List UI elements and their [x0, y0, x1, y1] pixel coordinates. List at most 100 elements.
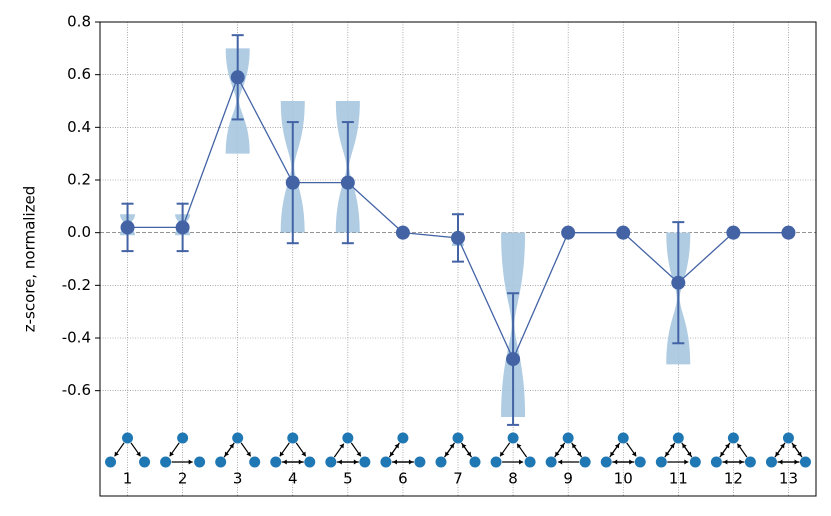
motif-arrow: [462, 443, 467, 449]
marker: [671, 275, 686, 290]
motif-arrow: [669, 443, 675, 449]
motif-node: [672, 432, 684, 444]
motif-node: [490, 456, 502, 468]
motif-node: [380, 456, 392, 468]
motif-node: [600, 456, 612, 468]
x-tick-label: 5: [343, 470, 353, 488]
x-tick-label: 8: [508, 470, 518, 488]
y-axis-label: z-score, normalized: [21, 186, 39, 332]
motif-arrow: [136, 451, 141, 457]
motif-arrow: [792, 443, 797, 449]
marker: [781, 225, 796, 240]
motif-arrow: [631, 451, 637, 457]
motif-arrow: [682, 443, 687, 449]
motif-arrow: [282, 459, 287, 465]
marker: [175, 220, 190, 235]
plot-frame: [99, 21, 817, 497]
x-tick-label: 10: [614, 470, 633, 488]
motif-arrow: [169, 451, 175, 457]
motif-node: [545, 456, 557, 468]
motif-arrow: [614, 443, 620, 449]
marker: [285, 175, 300, 190]
x-tick-label: 7: [453, 470, 463, 488]
motif-node: [414, 456, 426, 468]
motif-node: [579, 456, 591, 468]
x-tick-label: 1: [123, 470, 133, 488]
motif-node: [287, 432, 299, 444]
motif-arrow: [279, 451, 285, 457]
motif-node: [562, 432, 574, 444]
motif-node: [710, 456, 722, 468]
motif-node: [469, 456, 481, 468]
motif-arrow: [572, 443, 577, 449]
marker: [616, 225, 631, 240]
y-tick-label: -0.2: [62, 276, 91, 294]
x-tick-label: 4: [288, 470, 298, 488]
y-tick-label: 0.0: [67, 223, 91, 241]
motif-node: [689, 456, 701, 468]
motif-node: [325, 456, 337, 468]
motif-arrow: [723, 459, 728, 465]
motif-arrow: [301, 451, 306, 457]
motif-arrow: [558, 459, 563, 465]
motif-node: [507, 432, 519, 444]
motif-arrow: [229, 443, 234, 449]
motif-arrow: [449, 443, 454, 449]
motif-node: [232, 432, 244, 444]
marker: [230, 70, 245, 85]
motif-node: [524, 456, 536, 468]
motif-node: [215, 456, 227, 468]
marker: [120, 220, 135, 235]
motif-node: [617, 432, 629, 444]
motif-node: [359, 456, 371, 468]
y-tick-label: -0.6: [62, 381, 91, 399]
x-tick-label: 12: [724, 470, 743, 488]
motif-node: [160, 456, 172, 468]
motif-node: [655, 456, 667, 468]
motif-node: [194, 456, 206, 468]
y-tick-label: 0.4: [67, 118, 91, 136]
motif-node: [397, 432, 409, 444]
motif-arrow: [517, 443, 522, 449]
x-tick-label: 9: [563, 470, 573, 488]
y-tick-label: 0.8: [67, 13, 91, 31]
motif-arrow: [392, 459, 397, 465]
motif-arrow: [356, 451, 361, 457]
motif-arrow: [613, 459, 618, 465]
motif-node: [139, 456, 151, 468]
motif-arrow: [114, 451, 119, 457]
motif-arrow: [780, 443, 785, 449]
motif-node: [435, 456, 447, 468]
motif-arrow: [519, 459, 524, 465]
y-tick-label: 0.2: [67, 171, 91, 189]
motif-node: [727, 432, 739, 444]
motif-node: [105, 456, 117, 468]
motif-arrow: [339, 443, 344, 449]
marker: [395, 225, 410, 240]
motif-arrow: [684, 459, 689, 465]
y-tick-label: 0.6: [67, 65, 91, 83]
motif-arrow: [778, 459, 783, 465]
motif-arrow: [394, 443, 399, 449]
x-tick-label: 2: [178, 470, 188, 488]
motif-arrow: [724, 443, 730, 449]
motif-node: [634, 456, 646, 468]
motif-node: [342, 432, 354, 444]
marker: [506, 352, 521, 367]
marker: [340, 175, 355, 190]
x-tick-label: 3: [233, 470, 243, 488]
marker: [451, 230, 465, 245]
motif-node: [744, 456, 756, 468]
y-tick-label: -0.4: [62, 329, 91, 347]
motif-arrow: [337, 459, 342, 465]
motif-node: [122, 432, 134, 444]
motif-arrow: [246, 451, 251, 457]
motif-node: [782, 432, 794, 444]
marker: [726, 225, 741, 240]
marker: [561, 225, 576, 240]
motif-node: [270, 456, 282, 468]
motif-arrow: [188, 459, 193, 465]
motif-arrow: [500, 451, 505, 457]
motif-node: [799, 456, 811, 468]
